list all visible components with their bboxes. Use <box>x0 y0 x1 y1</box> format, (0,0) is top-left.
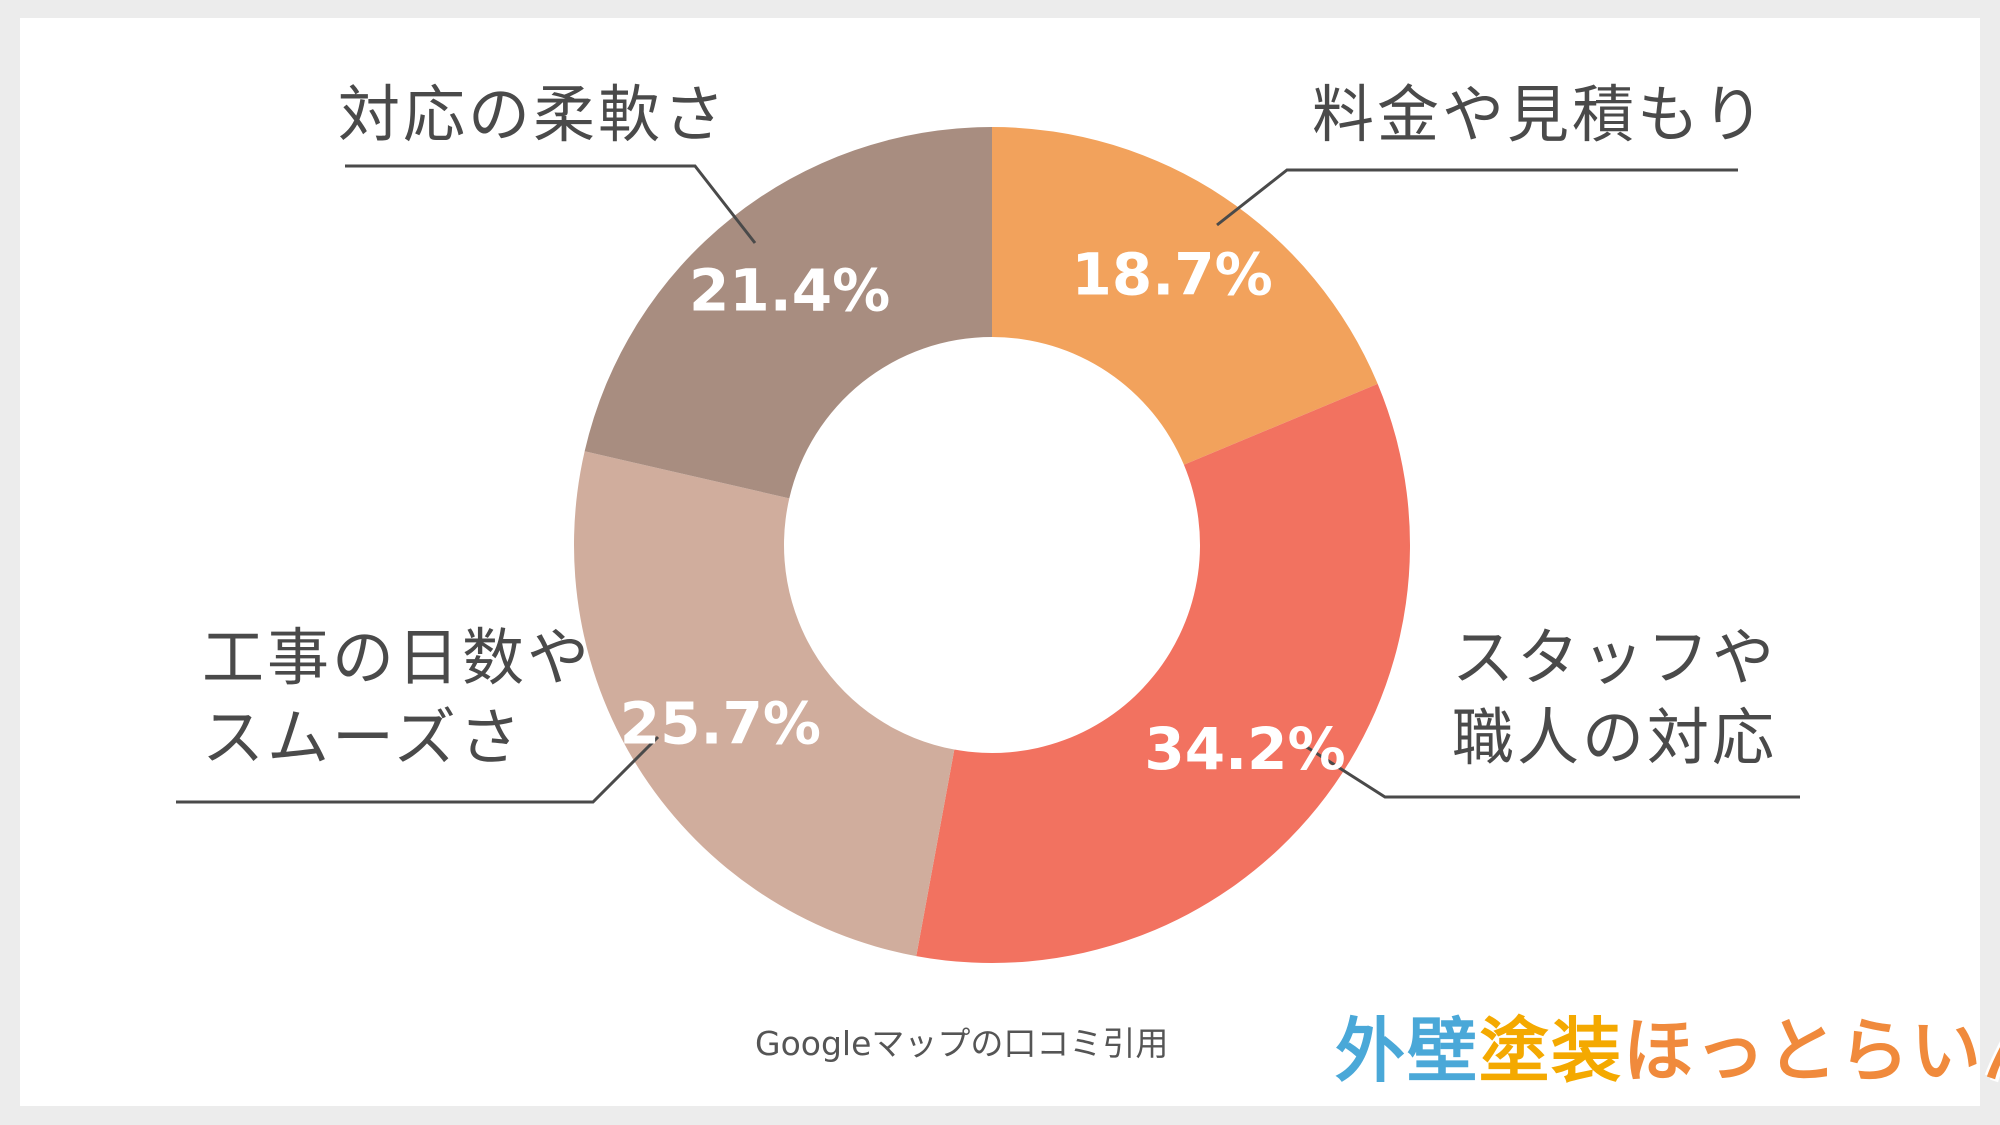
leader-line-flexibility <box>345 164 757 244</box>
slice-staff <box>916 383 1410 963</box>
leader-line-pricing <box>1216 168 1738 227</box>
value-label-pricing: 18.7% <box>1072 240 1273 308</box>
slice-flexibility <box>584 127 992 499</box>
brand-logo: 外壁塗装ほっとらいん <box>1335 995 2000 1096</box>
leader-lines <box>176 164 1800 804</box>
logo-part-1: 外壁 <box>1335 1010 1479 1092</box>
leader-line-staff <box>1304 744 1800 799</box>
category-label-staff: スタッフや 職人の対応 <box>1452 621 1778 774</box>
value-label-staff: 34.2% <box>1144 715 1345 783</box>
logo-part-2: 塗装 <box>1479 1010 1623 1092</box>
value-label-flexibility: 21.4% <box>689 257 890 325</box>
value-label-duration: 25.7% <box>620 689 821 757</box>
value-labels: 18.7% 34.2% 25.7% 21.4% <box>620 240 1346 783</box>
slice-duration <box>573 451 955 957</box>
logo-part-3: ほっとらいん <box>1623 1010 2000 1092</box>
category-label-pricing: 料金や見積もり <box>1312 78 1768 151</box>
category-label-flexibility: 対応の柔軟さ <box>338 78 729 151</box>
source-note: Googleマップの口コミ引用 <box>755 1024 1169 1063</box>
category-label-duration: 工事の日数や スムーズさ <box>202 621 593 774</box>
leader-line-duration <box>176 735 660 804</box>
slice-pricing <box>992 127 1378 465</box>
donut-slices <box>573 127 1410 963</box>
